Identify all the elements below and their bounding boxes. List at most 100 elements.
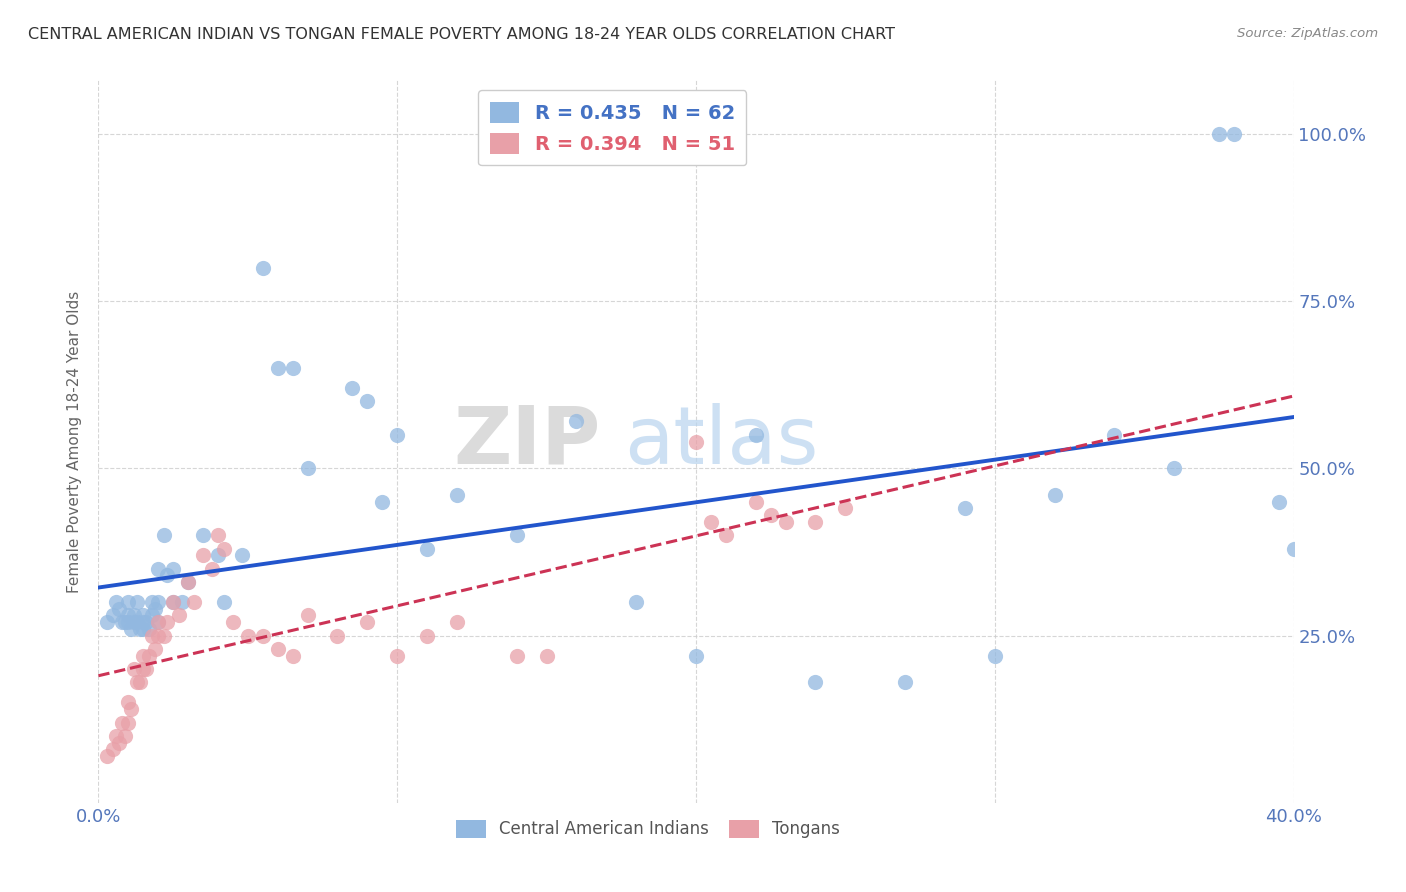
Point xyxy=(111,615,134,630)
Point xyxy=(120,702,142,716)
Point xyxy=(416,541,439,556)
Point xyxy=(132,608,155,623)
Point xyxy=(148,562,170,576)
Point xyxy=(297,461,319,475)
Point xyxy=(153,628,176,642)
Point xyxy=(135,662,157,676)
Point xyxy=(714,528,737,542)
Point xyxy=(1104,427,1126,442)
Point xyxy=(167,608,190,623)
Point xyxy=(759,508,782,523)
Point xyxy=(172,595,194,609)
Point xyxy=(148,615,170,630)
Point xyxy=(745,427,768,442)
Point xyxy=(132,615,155,630)
Point xyxy=(141,595,163,609)
Point xyxy=(124,615,146,630)
Point xyxy=(212,541,235,556)
Point xyxy=(124,662,146,676)
Point xyxy=(1282,541,1305,556)
Point xyxy=(108,735,131,749)
Point xyxy=(1223,127,1246,141)
Point xyxy=(162,595,184,609)
Point xyxy=(148,615,170,630)
Point xyxy=(212,595,235,609)
Point xyxy=(183,595,205,609)
Point xyxy=(326,628,349,642)
Point xyxy=(141,628,163,642)
Point xyxy=(685,434,707,449)
Text: Source: ZipAtlas.com: Source: ZipAtlas.com xyxy=(1237,27,1378,40)
Point xyxy=(141,608,163,623)
Point xyxy=(565,414,588,429)
Point xyxy=(207,528,229,542)
Point xyxy=(127,615,149,630)
Point xyxy=(105,729,128,743)
Point xyxy=(162,562,184,576)
Point xyxy=(1043,488,1066,502)
Point xyxy=(117,608,139,623)
Point xyxy=(129,675,152,690)
Point xyxy=(446,615,468,630)
Point xyxy=(953,501,976,516)
Point xyxy=(775,515,797,529)
Point xyxy=(267,361,290,376)
Point xyxy=(281,361,304,376)
Point xyxy=(127,595,149,609)
Point xyxy=(236,628,259,642)
Point xyxy=(536,648,558,663)
Text: atlas: atlas xyxy=(624,402,818,481)
Point xyxy=(416,628,439,642)
Point xyxy=(894,675,917,690)
Point xyxy=(342,381,364,395)
Point xyxy=(105,595,128,609)
Point xyxy=(356,615,378,630)
Point xyxy=(148,628,170,642)
Point xyxy=(191,548,214,563)
Point xyxy=(129,622,152,636)
Point xyxy=(506,648,529,663)
Point xyxy=(281,648,304,663)
Point xyxy=(117,595,139,609)
Point xyxy=(138,648,160,663)
Point xyxy=(148,595,170,609)
Point xyxy=(745,494,768,508)
Point xyxy=(252,628,274,642)
Point xyxy=(804,675,827,690)
Point xyxy=(132,662,155,676)
Point xyxy=(356,394,378,409)
Point xyxy=(124,608,146,623)
Point xyxy=(132,622,155,636)
Point xyxy=(207,548,229,563)
Point xyxy=(201,562,224,576)
Point xyxy=(120,622,142,636)
Point xyxy=(222,615,245,630)
Point xyxy=(297,608,319,623)
Point xyxy=(385,648,409,663)
Point xyxy=(162,595,184,609)
Point xyxy=(231,548,253,563)
Point xyxy=(804,515,827,529)
Point xyxy=(111,715,134,730)
Point xyxy=(984,648,1007,663)
Point xyxy=(114,729,136,743)
Point xyxy=(700,515,723,529)
Point xyxy=(252,260,274,275)
Point xyxy=(135,615,157,630)
Point xyxy=(506,528,529,542)
Point xyxy=(267,642,290,657)
Point xyxy=(117,715,139,730)
Point xyxy=(114,615,136,630)
Point xyxy=(153,528,176,542)
Point xyxy=(108,602,131,616)
Point xyxy=(117,615,139,630)
Point xyxy=(191,528,214,542)
Text: CENTRAL AMERICAN INDIAN VS TONGAN FEMALE POVERTY AMONG 18-24 YEAR OLDS CORRELATI: CENTRAL AMERICAN INDIAN VS TONGAN FEMALE… xyxy=(28,27,896,42)
Point xyxy=(143,602,166,616)
Point xyxy=(1208,127,1230,141)
Point xyxy=(834,501,856,516)
Point xyxy=(96,615,118,630)
Point xyxy=(127,675,149,690)
Point xyxy=(385,427,409,442)
Point xyxy=(1267,494,1289,508)
